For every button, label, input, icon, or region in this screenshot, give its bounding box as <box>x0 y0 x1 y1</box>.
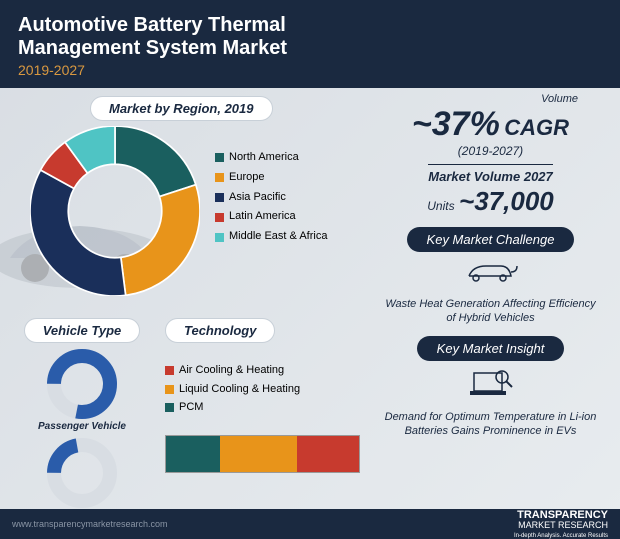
challenge-text: Waste Heat Generation Affecting Efficien… <box>373 297 608 326</box>
technology-bar <box>165 435 360 473</box>
vehicle-donut: Passenger Vehicle <box>12 349 152 432</box>
laptop-search-icon <box>373 367 608 404</box>
technology-section: Technology Air Cooling & HeatingLiquid C… <box>165 318 360 473</box>
units-label: Units <box>427 199 454 213</box>
logo-bottom: In-depth Analysis. Accurate Results <box>514 533 608 539</box>
insight-pill: Key Market Insight <box>417 336 565 361</box>
technology-label: Technology <box>165 318 275 343</box>
legend-item: Asia Pacific <box>215 188 327 208</box>
cagr-label: CAGR <box>504 115 569 140</box>
tech-legend-item: PCM <box>165 398 360 417</box>
market-volume-label: Market Volume 2027 <box>428 164 553 184</box>
tech-legend-item: Air Cooling & Heating <box>165 361 360 380</box>
region-chart-label: Market by Region, 2019 <box>90 96 273 121</box>
technology-legend: Air Cooling & HeatingLiquid Cooling & He… <box>165 361 360 417</box>
region-legend: North AmericaEuropeAsia PacificLatin Ame… <box>215 148 327 247</box>
legend-item: Latin America <box>215 207 327 227</box>
market-volume-value: ~37,000 <box>459 186 554 216</box>
footer: www.transparencymarketresearch.com TRANS… <box>0 509 620 539</box>
cagr-percent: ~37% <box>412 105 500 143</box>
header: Automotive Battery Thermal Management Sy… <box>0 0 620 88</box>
tech-bar-segment <box>220 436 297 472</box>
legend-item: Middle East & Africa <box>215 227 327 247</box>
volume-label: Volume <box>373 93 578 105</box>
vehicle-section: Vehicle Type Passenger Vehicle Commercia… <box>12 318 152 521</box>
cagr-block: Volume ~37% CAGR (2019-2027) Market Volu… <box>373 93 608 217</box>
title-line1: Automotive Battery Thermal <box>18 14 602 37</box>
footer-url: www.transparencymarketresearch.com <box>12 519 168 529</box>
tech-bar-segment <box>166 436 220 472</box>
main-content: Market by Region, 2019 North AmericaEuro… <box>0 88 620 528</box>
title-line2: Management System Market <box>18 37 602 60</box>
tech-legend-item: Liquid Cooling & Heating <box>165 380 360 399</box>
legend-item: North America <box>215 148 327 168</box>
right-column: Volume ~37% CAGR (2019-2027) Market Volu… <box>373 93 608 438</box>
vehicle-type-label: Vehicle Type <box>24 318 141 343</box>
cagr-period: (2019-2027) <box>373 144 608 158</box>
insight-text: Demand for Optimum Temperature in Li-ion… <box>373 410 608 439</box>
region-donut-chart <box>30 126 200 296</box>
challenge-pill: Key Market Challenge <box>407 227 575 252</box>
car-plug-icon <box>373 258 608 291</box>
logo-mid: MARKET RESEARCH <box>518 520 608 530</box>
footer-logo: TRANSPARENCY MARKET RESEARCH In-depth An… <box>514 510 608 539</box>
tech-bar-segment <box>297 436 359 472</box>
legend-item: Europe <box>215 168 327 188</box>
period: 2019-2027 <box>18 62 602 78</box>
